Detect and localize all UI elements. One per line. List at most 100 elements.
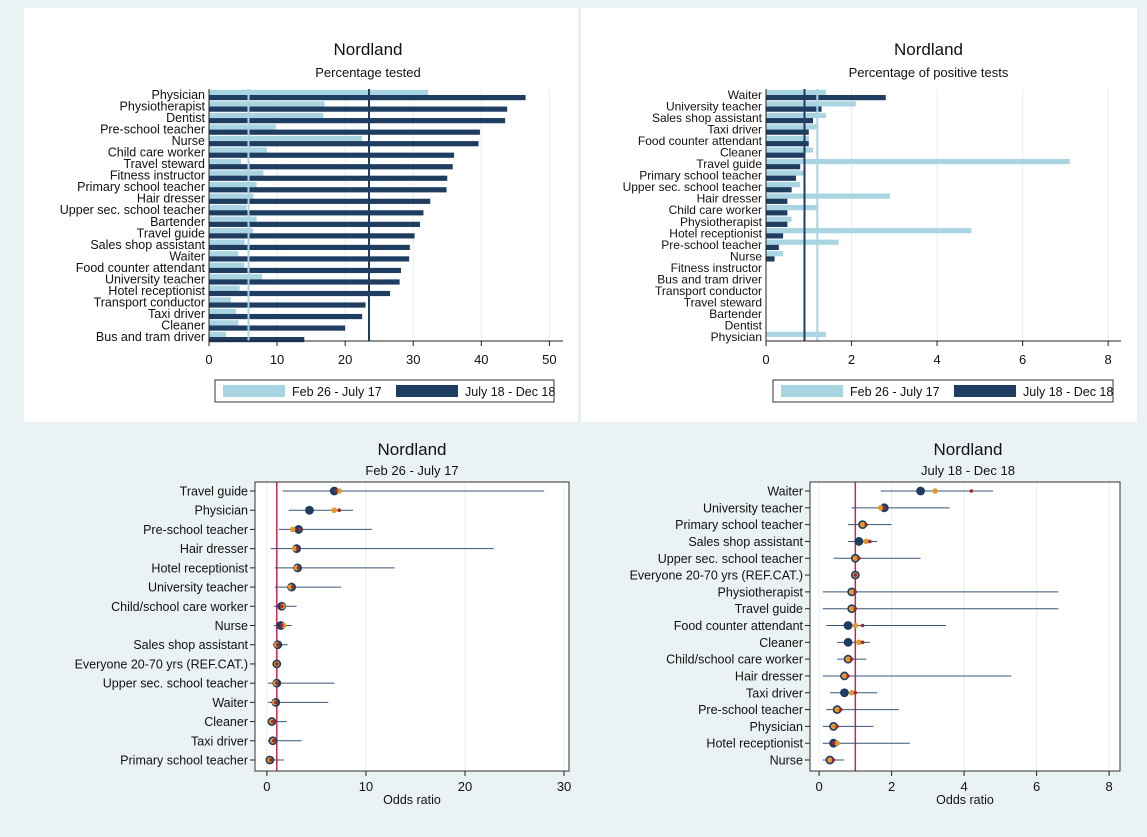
tertiary-point [337,508,341,513]
bar-series-2 [209,325,346,331]
bar-series-1 [209,158,241,165]
category-label: Physician [152,88,206,102]
bar-series-2 [766,152,805,158]
category-label: Fitness instructor [671,261,762,275]
tertiary-point [857,556,861,561]
bar-series-2 [766,187,792,193]
x-tick-label: 0 [205,352,212,367]
chart-subtitle: Feb 26 - July 17 [365,463,458,478]
plot-background [255,482,569,771]
bar-series-1 [209,135,363,142]
bar-series-2 [209,233,415,239]
category-label: Physician [195,504,249,518]
bar-series-2 [766,198,788,204]
category-label: Pre-school teacher [661,238,762,252]
bar-series-2 [209,187,447,193]
bar-series-2 [209,164,453,170]
bar-series-2 [209,267,401,274]
secondary-point [291,545,298,552]
category-label: Taxi driver [191,734,248,748]
legend-label-series-2: July 18 - Dec 18 [1023,385,1113,399]
bar-series-2 [209,95,526,101]
chart-title: Nordland [378,440,447,459]
bar-series-2 [766,164,801,170]
category-label: Food counter attendant [76,261,206,275]
tertiary-point [860,623,865,628]
category-label: Bus and tram driver [657,272,762,286]
bar-series-2 [209,141,479,147]
bar-series-2 [766,244,779,251]
x-axis-label: Odds ratio [936,793,994,807]
category-label: Primary school teacher [77,180,205,194]
tertiary-point [853,606,858,611]
tertiary-point [275,642,280,647]
bar-series-2 [209,221,421,227]
category-label: University teacher [105,272,205,286]
category-label: Nurse [770,754,803,768]
bar-series-1 [766,124,818,130]
estimate-point [329,486,339,496]
estimate-point [305,505,314,515]
x-tick-label: 30 [557,779,571,794]
bar-series-1 [209,297,231,303]
tertiary-point [274,700,278,705]
category-label: Sales shop assistant [133,638,248,652]
bar-series-2 [766,233,784,239]
tertiary-point [969,489,974,493]
category-label: Waiter [212,696,248,710]
category-label: Sales shop assistant [652,111,763,125]
bar-series-1 [766,251,784,257]
tertiary-point [269,758,273,762]
bar-series-1 [209,147,267,153]
tertiary-point [279,604,284,609]
category-label: Hair dresser [697,192,762,206]
category-label: Food counter attendant [638,134,763,148]
category-label: Bus and tram driver [96,330,205,344]
category-label: Everyone 20-70 yrs (REF.CAT.) [75,657,248,671]
tertiary-point [296,566,301,570]
bar-series-1 [766,101,856,107]
category-label: Physician [711,330,762,344]
x-axis-label: Odds ratio [383,793,441,807]
secondary-point [336,488,342,494]
secondary-point [834,706,840,713]
secondary-point [289,526,296,533]
x-tick-label: 0 [762,352,769,367]
bar-series-2 [766,95,886,101]
category-label: Child/school care worker [666,653,803,667]
bar-series-2 [209,152,455,158]
category-label: Pre-school teacher [698,703,803,717]
category-label: Cleaner [204,715,248,729]
bar-series-2 [209,210,424,216]
bar-series-2 [209,118,506,124]
bar-series-1 [766,216,792,222]
bar-series-1 [209,251,239,257]
category-label: University teacher [666,100,762,114]
secondary-point [863,538,869,545]
tertiary-point [271,719,275,724]
category-label: Waiter [728,88,762,102]
bar-series-1 [209,181,257,188]
category-label: Dentist [166,111,205,125]
secondary-point [848,589,855,595]
bar-series-2 [766,106,822,112]
bar-series-2 [766,210,788,216]
category-label: Hotel receptionist [108,284,205,298]
chart-title: Nordland [334,40,403,59]
category-label: Travel guide [180,485,248,499]
bar-series-2 [766,118,814,124]
bar-panel-2: Nordland Percentage of positive tests Wait… [581,8,1137,422]
x-tick-label: 0 [263,779,270,794]
plot-frame [254,481,570,772]
category-label: Primary school teacher [120,754,248,768]
category-label: University teacher [148,581,248,595]
bar-series-1 [209,193,254,199]
estimate-point [840,688,849,698]
bar-series-2 [209,129,480,135]
secondary-point [830,723,837,730]
estimate-point [854,537,864,546]
bar-series-1 [766,170,805,176]
bar-series-1 [209,101,325,107]
bar-series-1 [766,193,891,199]
secondary-point [331,507,338,514]
